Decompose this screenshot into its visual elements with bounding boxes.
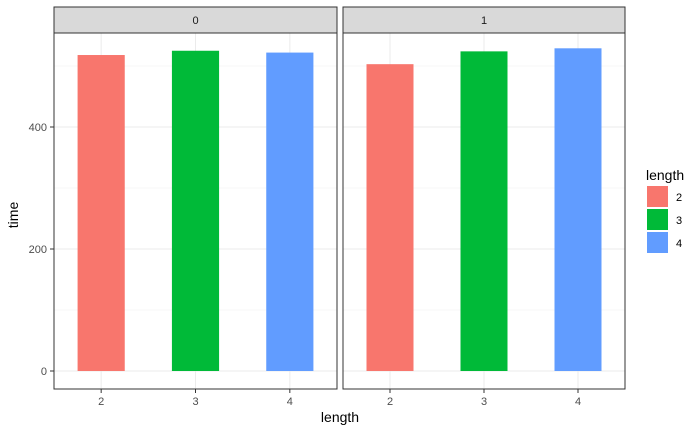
bar-0-4 xyxy=(266,52,314,371)
x-tick-label: 4 xyxy=(287,396,293,408)
x-tick-label: 4 xyxy=(575,396,581,408)
legend-title: length xyxy=(646,167,684,183)
bar-1-2 xyxy=(366,64,414,372)
bar-1-4 xyxy=(554,48,602,372)
facet-strip-label: 1 xyxy=(481,15,487,27)
bar-0-3 xyxy=(171,50,220,371)
y-tick-label: 0 xyxy=(41,366,47,378)
legend-key-4 xyxy=(647,232,668,253)
legend-label-3: 3 xyxy=(676,215,682,227)
x-tick-label: 2 xyxy=(98,396,104,408)
facet-strip-label: 0 xyxy=(192,15,198,27)
bar-0-2 xyxy=(77,55,125,372)
facet-strip xyxy=(53,6,338,34)
x-axis-title: length xyxy=(321,409,359,425)
y-axis-title: time xyxy=(5,202,21,229)
legend-key-3 xyxy=(647,209,668,230)
y-axis: 0 200 400 xyxy=(29,122,54,378)
facet-panels: 0 2 3 4 1 2 3 4 xyxy=(53,6,626,408)
facet-panel-0: 0 2 3 4 xyxy=(53,6,338,408)
x-tick-label: 2 xyxy=(387,396,393,408)
legend: length 2 3 4 xyxy=(646,167,684,253)
y-tick-label: 200 xyxy=(29,244,47,256)
legend-items: 2 3 4 xyxy=(647,186,682,253)
y-tick-label: 400 xyxy=(29,122,47,134)
legend-key-2 xyxy=(647,186,668,207)
bar-1-3 xyxy=(460,51,508,372)
legend-label-4: 4 xyxy=(676,238,682,250)
x-tick-label: 3 xyxy=(192,396,198,408)
facet-panel-1: 1 2 3 4 xyxy=(342,6,626,408)
x-tick-label: 3 xyxy=(481,396,487,408)
legend-label-2: 2 xyxy=(676,192,682,204)
